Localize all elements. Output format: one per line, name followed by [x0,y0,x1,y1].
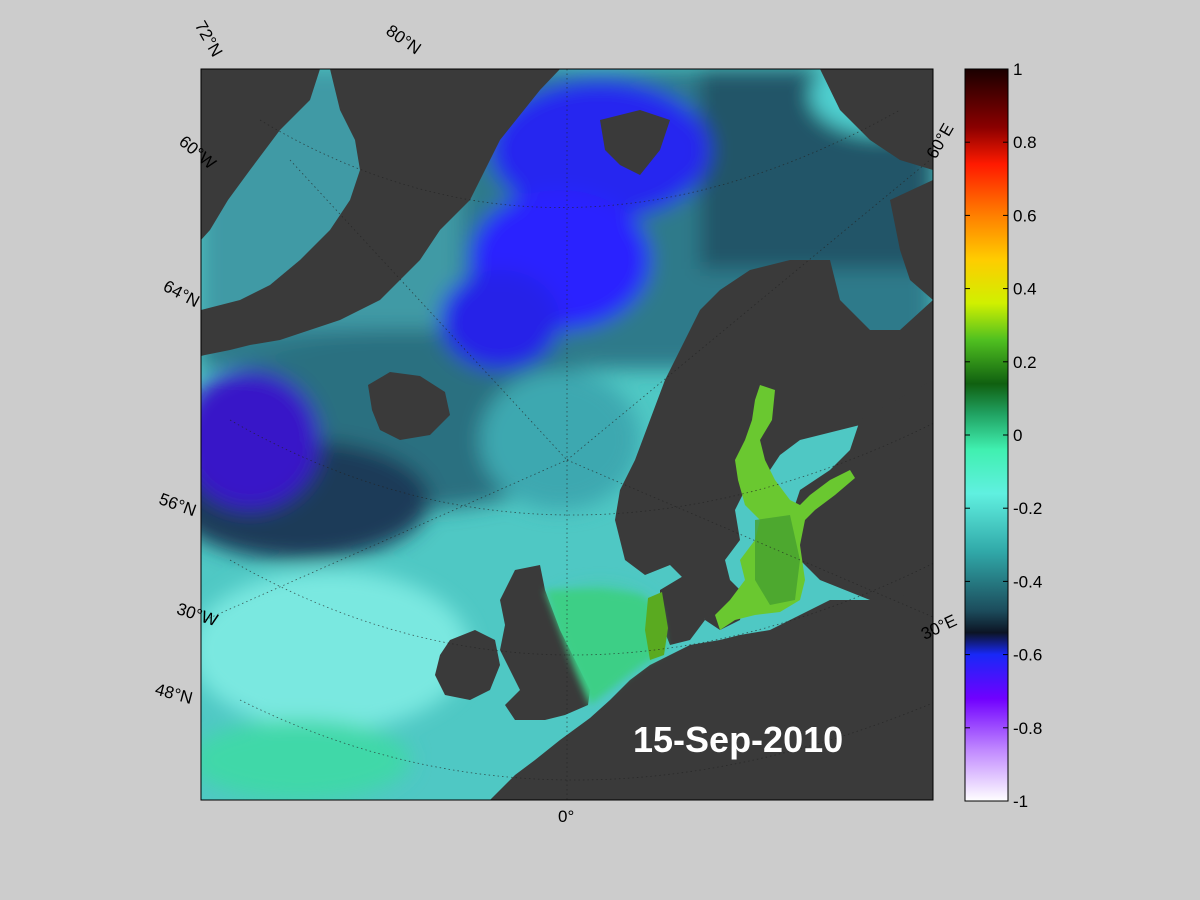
lat-label-56N: 56°N [157,489,199,520]
novaya-zemlya-landmass [890,180,933,300]
svalbard-landmass [600,110,670,175]
denmark-landmass [660,575,705,645]
colorbar-tick-label: 0.8 [1013,133,1037,152]
lat-label-64N: 64°N [160,277,202,312]
colorbar-tick-label: 0.2 [1013,353,1037,372]
colorbar-tick-label: 0.6 [1013,206,1037,225]
colorbar-tick-label: 0.4 [1013,280,1037,299]
date-stamp: 15-Sep-2010 [633,719,843,760]
great-britain-landmass [500,565,590,720]
lat-label-48N: 48°N [153,680,195,708]
lat-label-72N: 72°N [191,18,226,60]
colorbar-tick-label: -0.4 [1013,572,1042,591]
continental-europe-landmass [490,590,933,800]
skagerrak-field [645,592,668,660]
iceland-landmass [368,372,450,440]
greenland-landmass [201,69,560,356]
north-sea-field [545,590,665,705]
scandinavia-landmass [615,260,933,630]
colorbar-tick-label: -0.8 [1013,719,1042,738]
finland-russia-landmass [790,380,933,600]
colorbar-tick-label: 1 [1013,60,1022,79]
baltic-proper-field [755,515,800,605]
colorbar-tick-label: -1 [1013,792,1028,811]
lat-label-80N: 80°N [383,21,425,58]
colorbar-tick-label: -0.6 [1013,646,1042,665]
colorbar-tick-label: 0 [1013,426,1022,445]
colorbar-tick-label: -0.2 [1013,499,1042,518]
arctic-islands-landmass [820,69,933,170]
colorbar [964,68,1009,802]
baltic-sea-field [715,385,855,630]
ireland-landmass [435,630,500,700]
lon-label-0: 0° [558,807,574,826]
map-panel [201,69,933,800]
graticule [204,69,933,800]
map-frame [200,68,934,801]
colorbar-ticks: 1 0.8 0.6 0.4 0.2 0 -0.2 -0.4 -0.6 -0.8 -1 [965,60,1042,811]
